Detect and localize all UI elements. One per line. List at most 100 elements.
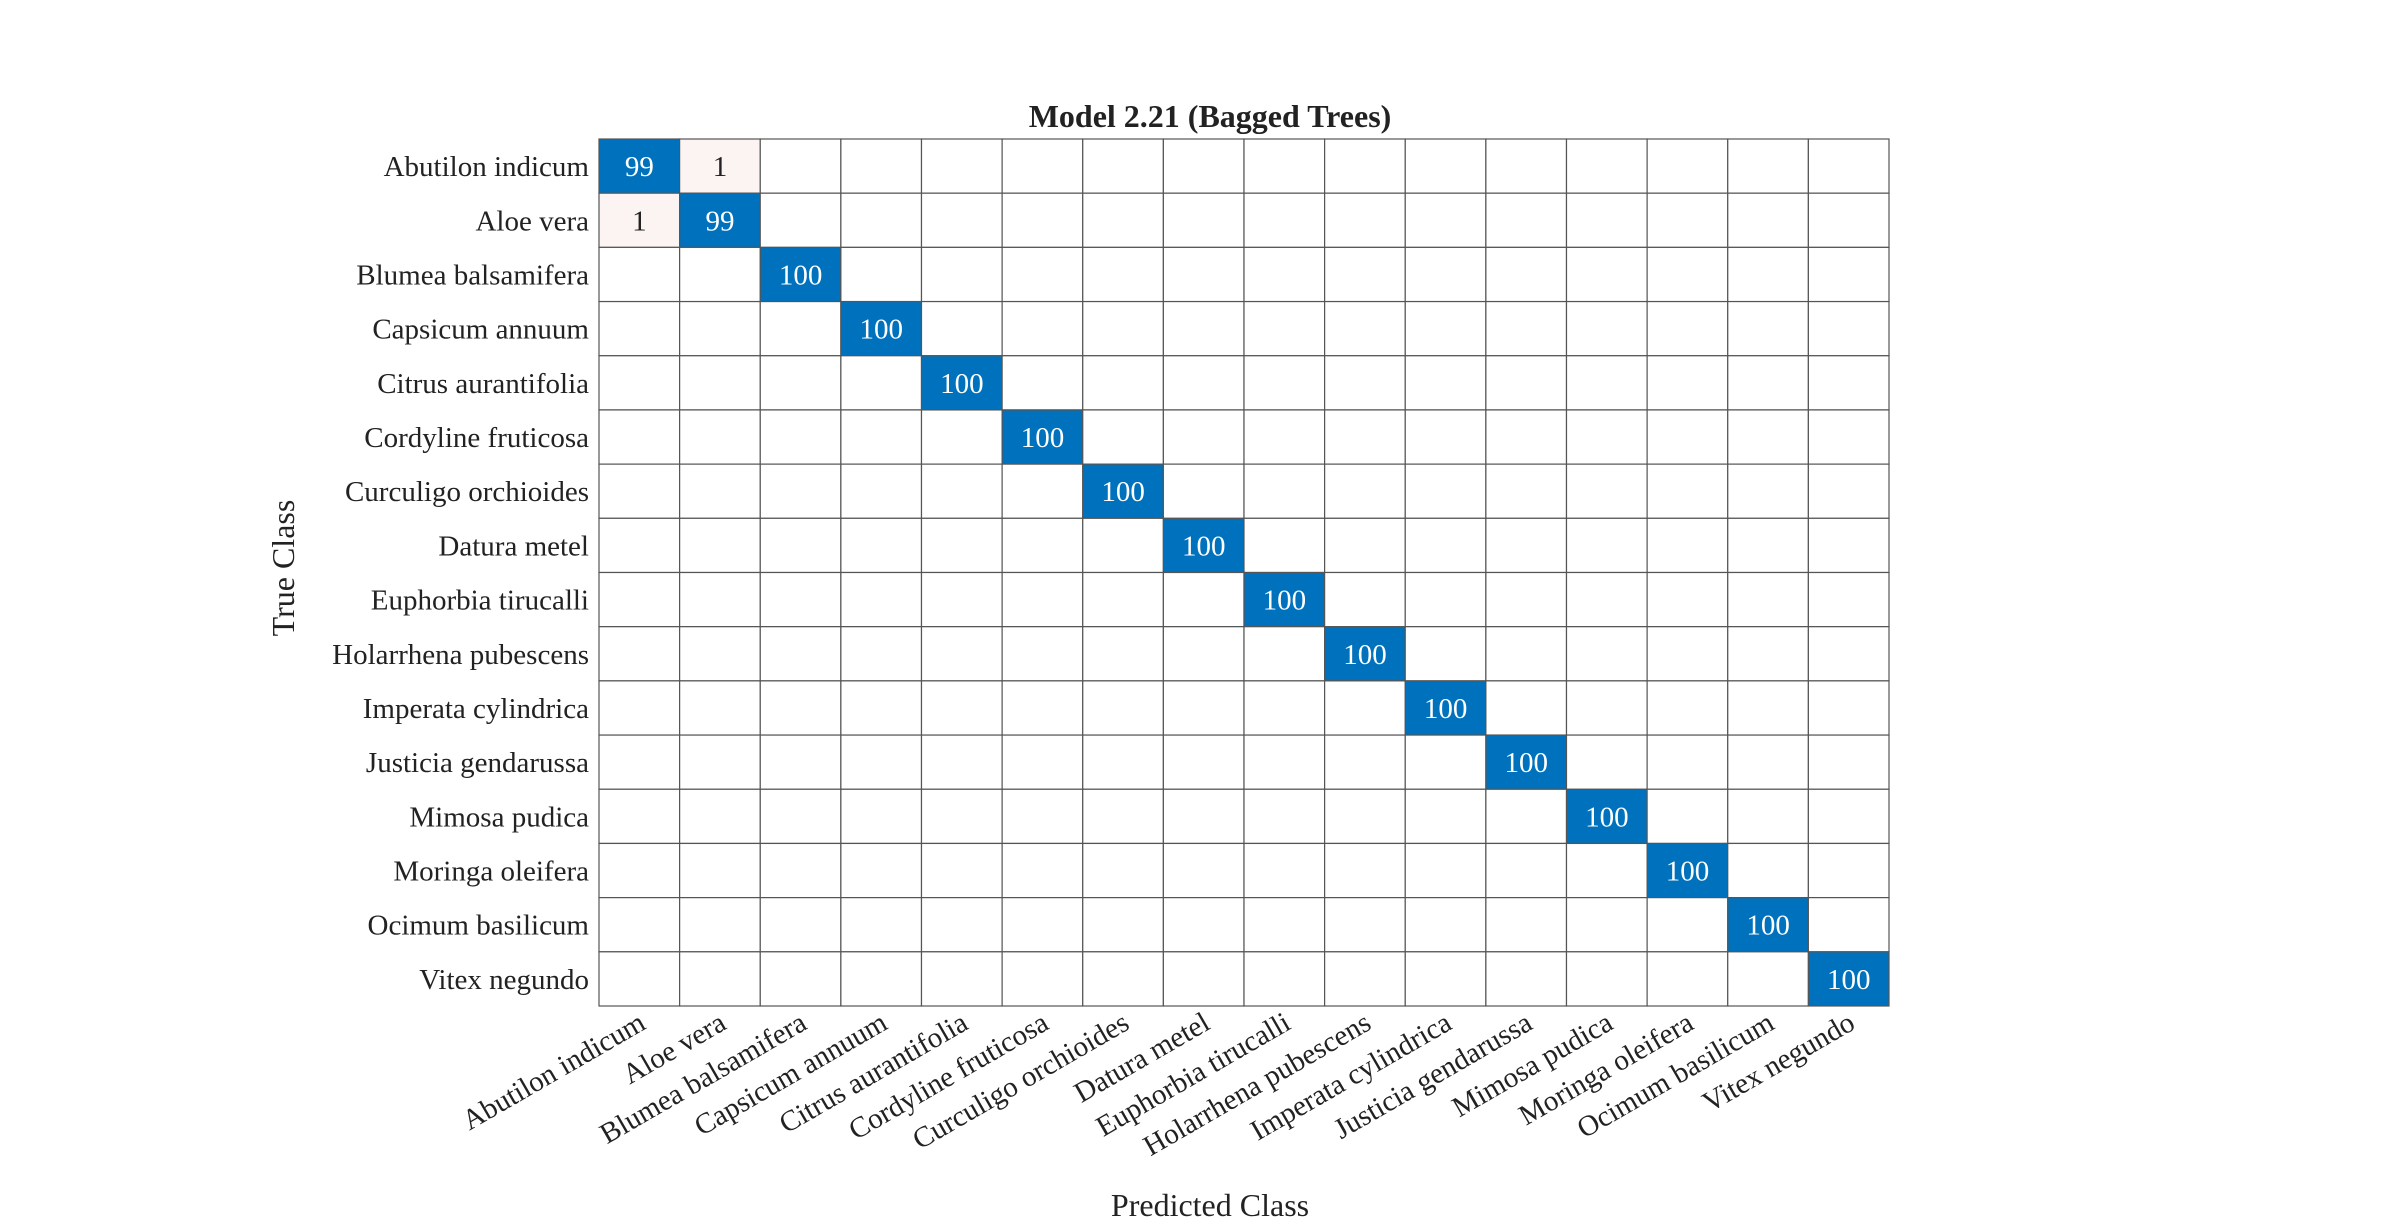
- matrix-cell-r3-c1: [679, 300, 761, 357]
- matrix-cell-r2-c0: [598, 246, 681, 303]
- matrix-cell-r5-c7: [1162, 409, 1245, 465]
- matrix-cell-r9-c7: [1162, 626, 1245, 682]
- matrix-cell-r3-c6: [1082, 300, 1164, 357]
- matrix-cell-r4-c8: [1243, 355, 1326, 411]
- matrix-cell-r10-c8: [1243, 680, 1326, 736]
- matrix-cell-r13-c4: [920, 842, 1003, 899]
- matrix-cell-r9-c14: [1727, 626, 1809, 682]
- matrix-cell-r3-c4: [920, 300, 1003, 357]
- matrix-cell-r13-c3: [840, 842, 923, 899]
- matrix-cell-r15-c1: [679, 951, 761, 1007]
- cell-value-r8-c8: 100: [1263, 585, 1307, 617]
- matrix-cell-r2-c6: [1082, 246, 1164, 303]
- matrix-cell-r11-c5: [1001, 734, 1084, 790]
- matrix-cell-r10-c2: [759, 680, 842, 736]
- matrix-cell-r9-c13: [1646, 626, 1729, 682]
- y-tick-curculigo-orchioides: Curculigo orchioides: [345, 476, 589, 508]
- matrix-cell-r13-c5: [1001, 842, 1084, 899]
- matrix-cell-r14-c5: [1001, 897, 1084, 953]
- matrix-cell-r15-c15: [1807, 951, 1890, 1007]
- matrix-cell-r12-c2: [759, 788, 842, 845]
- matrix-cell-r6-c15: [1807, 463, 1890, 519]
- matrix-cell-r5-c11: [1485, 409, 1568, 465]
- matrix-cell-r5-c1: [679, 409, 761, 465]
- matrix-cell-r10-c3: [840, 680, 923, 736]
- matrix-cell-r11-c0: [598, 734, 681, 790]
- matrix-cell-r14-c8: [1243, 897, 1326, 953]
- matrix-cell-r7-c11: [1485, 517, 1568, 574]
- matrix-cell-r3-c10: [1404, 300, 1487, 357]
- matrix-cell-r2-c1: [679, 246, 761, 303]
- matrix-cell-r13-c15: [1807, 842, 1890, 899]
- matrix-cell-r10-c6: [1082, 680, 1164, 736]
- matrix-cell-r0-c11: [1485, 138, 1568, 194]
- y-axis-label: True Class: [265, 500, 301, 637]
- matrix-cell-r13-c2: [759, 842, 842, 899]
- matrix-cell-r15-c5: [1001, 951, 1084, 1007]
- matrix-cell-r11-c12: [1565, 734, 1648, 790]
- matrix-cell-r13-c1: [679, 842, 761, 899]
- matrix-cell-r7-c3: [840, 517, 923, 574]
- matrix-cell-r15-c13: [1646, 951, 1729, 1007]
- y-tick-cordyline-fruticosa: Cordyline fruticosa: [364, 422, 589, 454]
- matrix-cell-r0-c13: [1646, 138, 1729, 194]
- cell-value-r15-c15: 100: [1827, 964, 1871, 996]
- matrix-cell-r14-c13: [1646, 897, 1729, 953]
- matrix-cell-r1-c12: [1565, 192, 1648, 248]
- matrix-cell-r1-c14: [1727, 192, 1809, 248]
- matrix-cell-r10-c5: [1001, 680, 1084, 736]
- matrix-cell-r3-c15: [1807, 300, 1890, 357]
- matrix-cell-r11-c13: [1646, 734, 1729, 790]
- matrix-cell-r13-c7: [1162, 842, 1245, 899]
- matrix-cell-r3-c9: [1324, 300, 1406, 357]
- matrix-cell-r5-c15: [1807, 409, 1890, 465]
- matrix-cell-r8-c10: [1404, 571, 1487, 628]
- matrix-cell-r6-c5: [1001, 463, 1084, 519]
- matrix-cell-r8-c2: [759, 571, 842, 628]
- y-tick-labels: Abutilon indicum Aloe vera Blumea balsamif…: [332, 151, 589, 996]
- matrix-cell-r14-c1: [679, 897, 761, 953]
- matrix-cell-r8-c14: [1727, 571, 1809, 628]
- matrix-cell-r8-c0: [598, 571, 681, 628]
- matrix-cell-r7-c9: [1324, 517, 1406, 574]
- matrix-cell-r7-c8: [1243, 517, 1326, 574]
- matrix-cell-r12-c1: [679, 788, 761, 845]
- matrix-cell-r9-c11: [1485, 626, 1568, 682]
- y-tick-aloe-vera: Aloe vera: [475, 205, 589, 237]
- matrix-cell-r6-c7: [1162, 463, 1245, 519]
- matrix-cell-r11-c6: [1082, 734, 1164, 790]
- matrix-cell-r7-c12: [1565, 517, 1648, 574]
- cell-value-r4-c4: 100: [940, 368, 984, 400]
- matrix-cell-r12-c15: [1807, 788, 1890, 845]
- y-tick-blumea-balsamifera: Blumea balsamifera: [356, 259, 589, 291]
- matrix-cell-r12-c3: [840, 788, 923, 845]
- y-tick-holarrhena-pubescens: Holarrhena pubescens: [332, 639, 589, 671]
- matrix-cell-r14-c15: [1807, 897, 1890, 953]
- matrix-cell-r7-c2: [759, 517, 842, 574]
- matrix-cell-r0-c12: [1565, 138, 1648, 194]
- matrix-cell-r12-c7: [1162, 788, 1245, 845]
- matrix-cell-r2-c3: [840, 246, 923, 303]
- matrix-cell-r2-c8: [1243, 246, 1326, 303]
- matrix-cell-r0-c4: [920, 138, 1003, 194]
- cell-value-r11-c11: 100: [1504, 747, 1548, 779]
- matrix-cell-r4-c15: [1807, 355, 1890, 411]
- matrix-cell-r15-c4: [920, 951, 1003, 1007]
- matrix-cell-r5-c5: [1001, 409, 1084, 465]
- matrix-cell-r7-c15: [1807, 517, 1890, 574]
- matrix-cell-r9-c4: [920, 626, 1003, 682]
- matrix-cell-r5-c9: [1324, 409, 1406, 465]
- matrix-cell-r4-c3: [840, 355, 923, 411]
- matrix-cell-r7-c4: [920, 517, 1003, 574]
- cell-value-r0-c1: 1: [713, 151, 728, 183]
- matrix-cell-r2-c15: [1807, 246, 1890, 303]
- matrix-cell-r3-c14: [1727, 300, 1809, 357]
- matrix-cell-r3-c13: [1646, 300, 1729, 357]
- matrix-cell-r3-c0: [598, 300, 681, 357]
- matrix-cell-r12-c5: [1001, 788, 1084, 845]
- matrix-cell-r7-c6: [1082, 517, 1164, 574]
- matrix-cell-r8-c5: [1001, 571, 1084, 628]
- matrix-cell-r14-c7: [1162, 897, 1245, 953]
- y-tick-justicia-gendarussa: Justicia gendarussa: [366, 747, 589, 779]
- matrix-cell-r6-c9: [1324, 463, 1406, 519]
